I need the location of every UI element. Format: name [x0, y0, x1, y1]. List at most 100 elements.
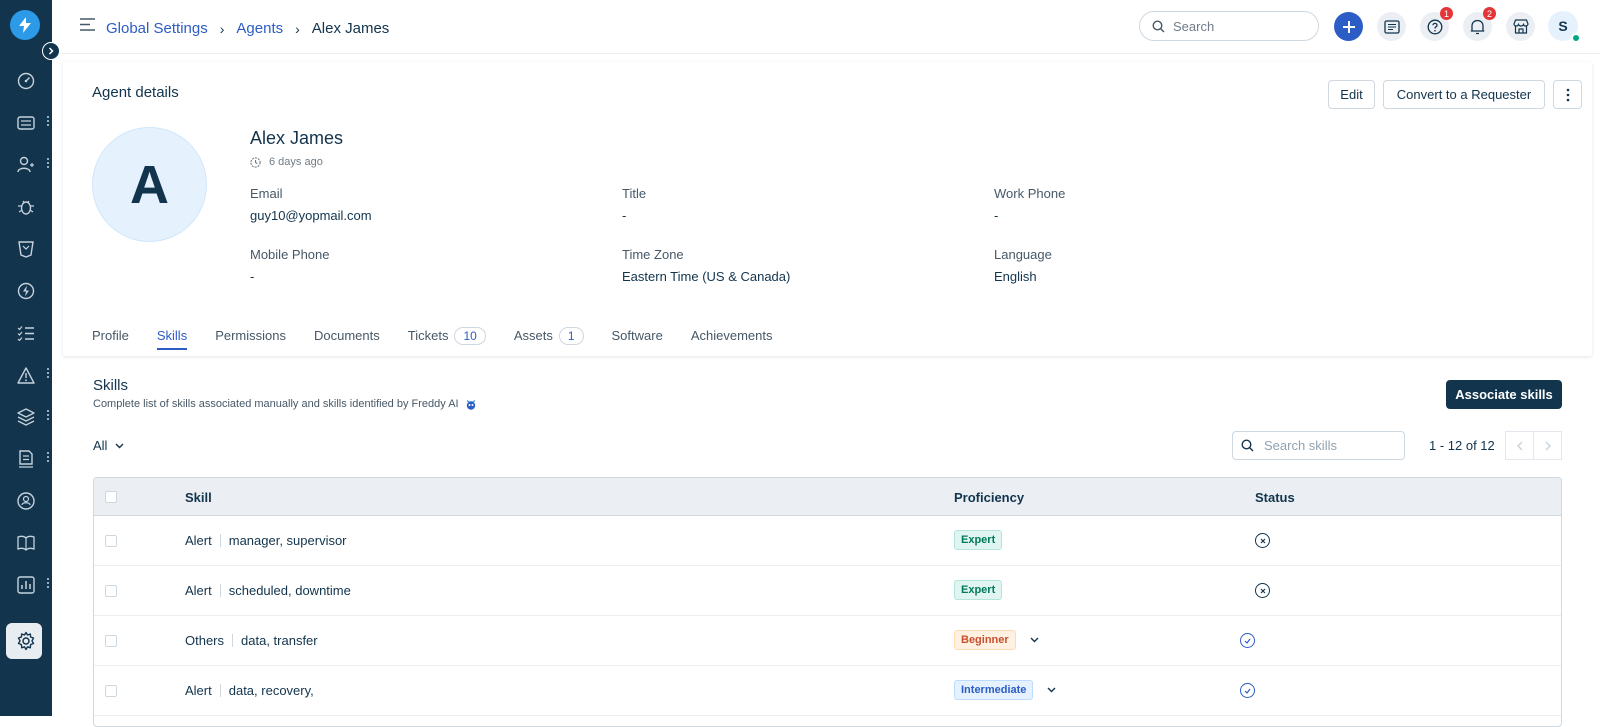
skill-cell: Alert data, recovery, — [185, 683, 314, 698]
field-value: - — [994, 208, 999, 223]
skills-filter-dropdown[interactable]: All — [93, 438, 124, 453]
user-initial: S — [1558, 18, 1568, 34]
tab-label: Achievements — [690, 328, 773, 343]
notifications-button[interactable]: 2 — [1463, 7, 1496, 41]
tab-count: 1 — [558, 326, 584, 345]
tab-permissions[interactable]: Permissions — [215, 315, 286, 356]
skills-subtitle-text: Complete list of skills associated manua… — [93, 398, 459, 410]
tab-documents[interactable]: Documents — [314, 315, 380, 356]
check-icon — [1240, 683, 1255, 698]
row-checkbox[interactable] — [105, 685, 117, 697]
user-avatar[interactable]: S — [1548, 11, 1581, 43]
projects-icon[interactable] — [0, 483, 52, 519]
tab-label: Profile — [92, 328, 129, 343]
field-value: - — [250, 269, 255, 284]
admin-gear-icon[interactable] — [0, 623, 52, 659]
document-list-icon — [1383, 19, 1400, 34]
proficiency-badge: Beginner — [954, 630, 1016, 650]
tab-label: Skills — [156, 328, 188, 343]
check-icon — [1240, 633, 1255, 648]
marketplace-button[interactable] — [1506, 12, 1535, 41]
assets-icon[interactable] — [0, 399, 52, 435]
row-checkbox[interactable] — [105, 635, 117, 647]
tab-profile[interactable]: Profile — [92, 315, 129, 356]
prev-page-button[interactable] — [1505, 431, 1534, 460]
sidebar-expand-button[interactable] — [42, 42, 60, 60]
next-page-button[interactable] — [1533, 431, 1562, 460]
associate-skills-button[interactable]: Associate skills — [1446, 380, 1562, 409]
search-icon — [1241, 439, 1254, 452]
kebab-icon — [1566, 88, 1569, 101]
field-label: Email — [250, 186, 283, 201]
row-checkbox[interactable] — [105, 535, 117, 547]
chevron-down-icon[interactable] — [1030, 637, 1039, 643]
table-row: Others data, transfer Beginner — [94, 616, 1561, 666]
tickets-icon[interactable] — [0, 105, 52, 141]
menu-icon[interactable] — [80, 18, 96, 36]
tasks-icon[interactable] — [0, 315, 52, 351]
skill-name: data, recovery, — [228, 683, 314, 698]
solutions-icon[interactable] — [0, 525, 52, 561]
skill-name: data, transfer — [241, 633, 318, 648]
skills-title: Skills — [93, 377, 129, 394]
dashboard-icon[interactable] — [0, 63, 52, 99]
breadcrumb: Global Settings › Agents › Alex James — [106, 20, 389, 37]
app-logo[interactable] — [10, 10, 40, 40]
divider — [219, 534, 221, 547]
reports-icon[interactable] — [0, 567, 52, 603]
field-label: Language — [994, 247, 1052, 262]
field-title: Title - — [622, 186, 982, 223]
edit-button[interactable]: Edit — [1328, 80, 1375, 109]
proficiency-badge: Intermediate — [954, 680, 1034, 700]
alerts-icon[interactable] — [0, 357, 52, 393]
agent-avatar-initial: A — [130, 154, 169, 215]
breadcrumb-global-settings[interactable]: Global Settings — [106, 20, 208, 37]
field-value: guy10@yopmail.com — [250, 208, 372, 223]
tab-tickets[interactable]: Tickets 10 — [408, 315, 486, 356]
select-all-checkbox[interactable] — [105, 491, 117, 503]
releases-icon[interactable] — [0, 273, 52, 309]
clock-icon — [250, 156, 261, 168]
divider — [232, 634, 234, 647]
tab-skills[interactable]: Skills — [156, 315, 188, 356]
section-title: Agent details — [92, 84, 179, 101]
bell-icon — [1470, 19, 1485, 34]
field-email: Email guy10@yopmail.com — [250, 186, 610, 223]
search-skills-input[interactable]: Search skills — [1232, 431, 1405, 460]
new-item-button[interactable] — [1334, 12, 1363, 41]
changes-icon[interactable] — [0, 231, 52, 267]
freddy-ai-icon — [466, 399, 475, 410]
reports-shortcut-button[interactable] — [1377, 12, 1406, 41]
chevron-down-icon[interactable] — [1047, 687, 1056, 693]
field-label: Work Phone — [994, 186, 1066, 201]
row-checkbox[interactable] — [105, 585, 117, 597]
catalog-icon[interactable] — [0, 441, 52, 477]
contacts-icon[interactable] — [0, 147, 52, 183]
tab-assets[interactable]: Assets 1 — [514, 315, 584, 356]
table-header: Skill Proficiency Status — [94, 478, 1561, 516]
tab-software[interactable]: Software — [612, 315, 663, 356]
tab-achievements[interactable]: Achievements — [691, 315, 773, 356]
proficiency-badge: Expert — [954, 580, 1003, 600]
notifications-badge: 2 — [1483, 7, 1496, 20]
tab-count: 10 — [454, 326, 486, 345]
close-icon — [1255, 583, 1270, 598]
field-value: English — [994, 269, 1037, 284]
chevron-right-icon: › — [219, 20, 225, 37]
skill-name: scheduled, downtime — [228, 583, 351, 598]
more-options-button[interactable] — [1553, 80, 1582, 109]
global-search-input[interactable]: Search — [1139, 11, 1319, 41]
skill-category: Others — [185, 633, 225, 648]
breadcrumb-agents[interactable]: Agents — [236, 20, 284, 37]
problems-icon[interactable] — [0, 189, 52, 225]
help-button[interactable]: 1 — [1420, 7, 1453, 41]
column-header-status: Status — [1255, 490, 1295, 505]
column-header-skill: Skill — [185, 490, 212, 505]
tab-label: Tickets — [407, 328, 449, 343]
skill-category: Alert — [185, 533, 212, 548]
proficiency-cell: Beginner — [954, 630, 1039, 650]
skill-cell: Alert manager, supervisor — [185, 533, 347, 548]
chevron-left-icon — [1516, 441, 1522, 450]
help-icon — [1427, 19, 1442, 34]
convert-to-requester-button[interactable]: Convert to a Requester — [1383, 80, 1545, 109]
